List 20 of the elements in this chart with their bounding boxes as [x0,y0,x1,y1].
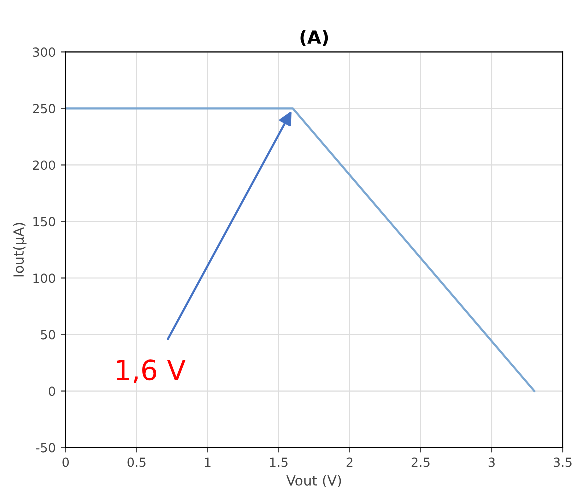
y-tick-label: -50 [36,443,56,453]
y-tick-label: 100 [34,274,56,284]
x-tick-label: 1.5 [270,458,288,468]
x-tick-label: 1 [205,458,211,468]
x-axis-title: Vout (V) [286,475,342,488]
y-tick-label: 250 [33,104,56,114]
x-tick-label: 3 [488,458,495,468]
y-axis-title: Iout(μA) [13,223,27,277]
y-tick-label: 200 [33,160,56,170]
y-tick-label: 150 [34,217,56,227]
y-tick-label: 0 [49,386,56,396]
y-tick-label: 50 [41,330,56,340]
x-tick-label: 3.5 [554,458,572,468]
y-tick-label: 300 [33,48,56,58]
annotation: 1,6 V [117,360,186,384]
x-tick-label: 0.5 [128,458,146,468]
chart-title: (A) [300,30,328,46]
x-tick-label: 2 [346,458,353,468]
x-tick-label: 2.5 [412,458,430,468]
x-tick-label: 0 [62,458,70,468]
